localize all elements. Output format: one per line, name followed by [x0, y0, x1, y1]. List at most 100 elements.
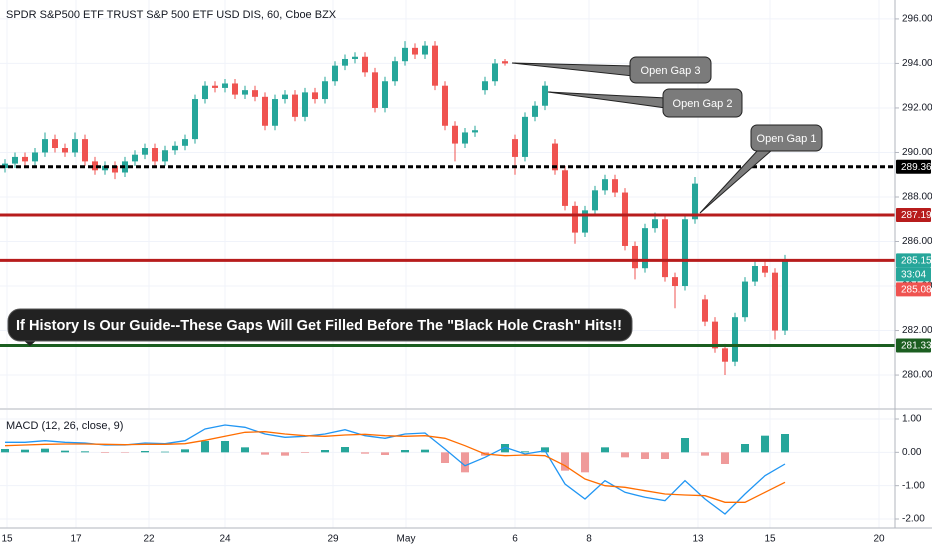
candle-body	[322, 81, 328, 100]
candle-body	[502, 61, 508, 64]
candle-body	[782, 259, 788, 331]
candle-body	[362, 56, 368, 73]
line-price-label: 281.33	[901, 341, 932, 352]
histogram-bar	[141, 451, 149, 453]
histogram-bar	[421, 449, 429, 453]
candle-body	[312, 92, 318, 100]
candle-body	[192, 99, 198, 140]
candle-body	[752, 265, 758, 282]
histogram-bar	[701, 452, 709, 456]
histogram-bar	[601, 447, 609, 453]
line-price-label: 289.36	[901, 162, 932, 173]
candle-body	[482, 81, 488, 91]
line-price-label-box	[896, 338, 931, 353]
candle-body	[692, 183, 698, 220]
candle-body	[672, 277, 678, 287]
candle-body	[262, 96, 268, 126]
histogram-bar	[621, 452, 629, 458]
candle-body	[642, 228, 648, 269]
histogram-bar	[241, 447, 249, 453]
x-tick-label: 29	[327, 534, 339, 545]
candle-body	[82, 139, 88, 162]
histogram-bar	[61, 450, 69, 453]
candle-body	[662, 219, 668, 278]
y-tick-label: 0.00	[902, 447, 922, 458]
y-tick-label: 280.00	[902, 370, 932, 381]
candle-body	[412, 47, 418, 55]
x-tick-label: 20	[873, 534, 885, 545]
candle-body	[342, 58, 348, 66]
x-tick-label: 17	[70, 534, 82, 545]
candle-body	[202, 85, 208, 100]
y-tick-label: -1.00	[902, 480, 925, 491]
candle-body	[332, 65, 338, 82]
candle-body	[512, 139, 518, 157]
line-price-label: 285.15	[901, 256, 932, 267]
candle-body	[242, 90, 248, 95]
histogram-bar	[741, 444, 749, 453]
candle-body	[522, 116, 528, 157]
signal-line	[4, 431, 786, 503]
candle-body	[62, 148, 68, 153]
candle-body	[612, 179, 618, 193]
x-tick-label: 8	[586, 534, 592, 545]
callout-text: Open Gap 1	[757, 133, 817, 145]
candle-body	[282, 94, 288, 100]
histogram-bar	[321, 450, 329, 453]
candle-body	[772, 272, 778, 331]
candle-body	[52, 139, 58, 149]
x-tick-label: 13	[692, 534, 704, 545]
histogram-bar	[521, 451, 529, 453]
histogram-bar	[101, 452, 109, 453]
candle-body	[462, 132, 468, 144]
candle-body	[392, 61, 398, 82]
y-tick-label: -2.00	[902, 514, 925, 525]
candle-body	[302, 92, 308, 117]
y-tick-label: 292.00	[902, 103, 932, 114]
candle-body	[492, 63, 498, 82]
candle-body	[472, 130, 478, 133]
candle-body	[352, 56, 358, 59]
candle-body	[592, 190, 598, 211]
chart-title: SPDR S&P500 ETF TRUST S&P 500 ETF USD DI…	[6, 9, 337, 21]
x-tick-label: 15	[1, 534, 13, 545]
histogram-bar	[501, 444, 509, 453]
candle-body	[142, 148, 148, 155]
candle-body	[442, 85, 448, 126]
histogram-bar	[361, 452, 369, 454]
histogram-bar	[761, 435, 769, 453]
candle-body	[112, 165, 118, 173]
candle-body	[382, 81, 388, 108]
histogram-bar	[221, 441, 229, 453]
histogram-bar	[181, 449, 189, 453]
candle-body	[92, 161, 98, 171]
candle-body	[712, 321, 718, 349]
candle-body	[702, 299, 708, 322]
x-tick-label: 22	[143, 534, 155, 545]
candle-body	[42, 139, 48, 153]
histogram-bar	[81, 451, 89, 453]
histogram-bar	[581, 452, 589, 473]
histogram-bar	[401, 450, 409, 453]
countdown-label: 33:04	[901, 270, 926, 281]
histogram-bar	[301, 452, 309, 453]
line-price-label-box	[896, 253, 931, 268]
candle-body	[72, 139, 78, 153]
candle-body	[742, 281, 748, 318]
candle-body	[562, 170, 568, 206]
histogram-bar	[41, 448, 49, 453]
histogram-bar	[441, 452, 449, 463]
x-tick-label: 24	[219, 534, 231, 545]
histogram-bar	[201, 441, 209, 453]
histogram-bar	[721, 452, 729, 464]
histogram-bar	[261, 452, 269, 455]
x-tick-label: May	[397, 534, 416, 545]
candle-body	[762, 265, 768, 273]
candle-body	[152, 148, 158, 162]
countdown-label-box	[896, 267, 931, 282]
candle-body	[432, 45, 438, 86]
candle-body	[402, 47, 408, 62]
candle-body	[652, 219, 658, 229]
candle-body	[542, 85, 548, 106]
